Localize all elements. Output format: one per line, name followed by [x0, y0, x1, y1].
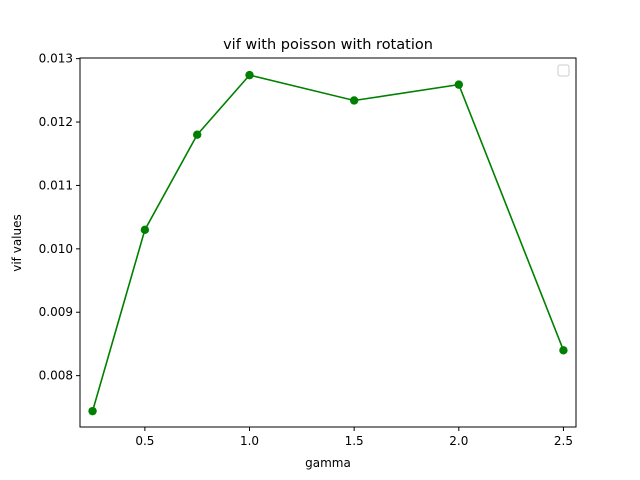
data-point	[88, 406, 97, 416]
y-tick-label: 0.011	[39, 178, 73, 192]
plot-area	[88, 70, 568, 416]
x-tick-label: 2.0	[449, 434, 468, 448]
data-point	[192, 130, 202, 139]
y-tick-label: 0.012	[39, 115, 73, 129]
x-tick-label: 2.5	[554, 434, 573, 448]
y-axis: 0.008 0.009 0.010 0.011 0.012 0.013	[39, 52, 80, 383]
x-axis-label: gamma	[305, 456, 351, 470]
data-point	[140, 225, 150, 235]
data-point	[349, 96, 359, 105]
legend-box	[557, 64, 570, 77]
y-tick-label: 0.008	[39, 369, 73, 383]
chart-title: vif with poisson with rotation	[223, 37, 433, 53]
plot-frame	[79, 57, 577, 428]
y-tick-label: 0.013	[39, 52, 73, 66]
series-line	[91, 74, 565, 412]
x-tick-label: 1.5	[345, 434, 364, 448]
x-axis: 0.5 1.0 1.5 2.0 2.5	[135, 427, 573, 448]
y-tick-label: 0.009	[39, 305, 73, 319]
y-tick-label: 0.010	[39, 242, 73, 256]
y-axis-label: vif values	[10, 214, 24, 272]
x-tick-label: 0.5	[135, 434, 154, 448]
data-point	[559, 346, 568, 355]
data-point	[245, 70, 254, 80]
data-point	[454, 80, 464, 89]
x-tick-label: 1.0	[240, 434, 259, 448]
